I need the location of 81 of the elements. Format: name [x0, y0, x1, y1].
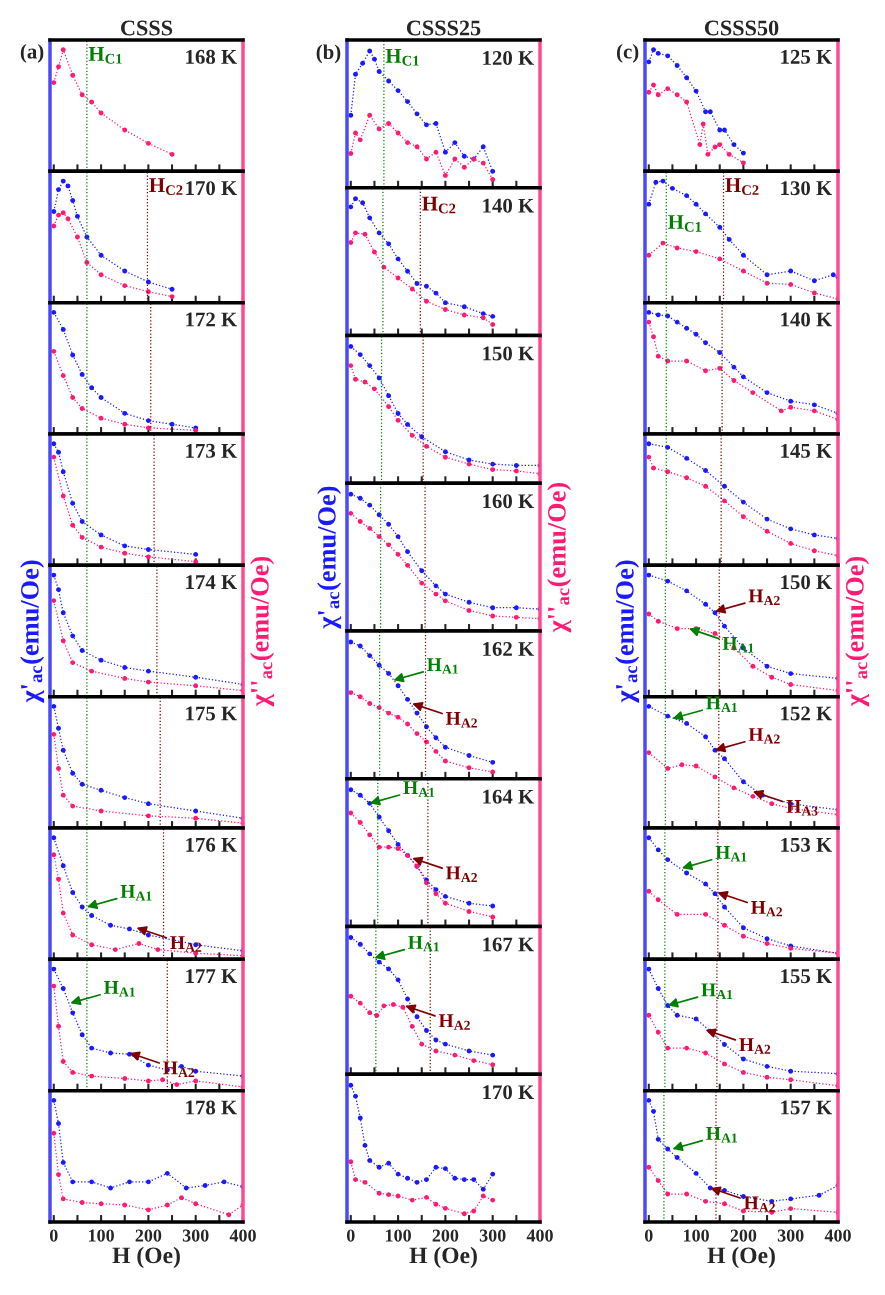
- annotation: H$_{A2}$: [751, 900, 783, 917]
- annotation: 120 K: [483, 50, 535, 65]
- annotation: 157 K: [781, 1100, 833, 1115]
- x-tick-label: 400: [526, 1229, 553, 1242]
- annotation: H$_{A2}$: [739, 1038, 771, 1054]
- y2-axis-title: χ''$_{ac}$(emu/Oe): [547, 483, 572, 633]
- x-axis-title: H (Oe): [707, 1246, 775, 1269]
- annotation: H$_{A1}$: [427, 658, 458, 674]
- chart-subtitle: (a): [20, 43, 44, 63]
- ref-line-label: H$_{C2}$: [149, 178, 183, 196]
- annotation: H$_{A1}$: [706, 1126, 737, 1143]
- annotation: 145 K: [781, 443, 833, 458]
- annotation: H$_{A1}$: [715, 846, 747, 862]
- annotation: 174 K: [186, 575, 238, 589]
- x-tick-label: 300: [479, 1229, 506, 1242]
- annotation: H$_{A2}$: [748, 728, 780, 744]
- chart-subtitle: (b): [316, 44, 341, 64]
- x-tick-label: 0: [346, 1229, 355, 1242]
- x-axis-title: H (Oe): [112, 1246, 180, 1269]
- annotation: 164 K: [483, 789, 535, 804]
- ref-line-label: H$_{C1}$: [88, 47, 122, 64]
- annotation: H$_{A1}$: [120, 885, 152, 901]
- y2-axis-title: χ''$_{ac}$(emu/Oe): [250, 556, 275, 707]
- chart-title: CSSS25: [406, 20, 481, 36]
- y2-axis-title: χ''$_{ac}$(emu/Oe): [845, 556, 870, 707]
- annotation: 168 K: [186, 49, 238, 64]
- x-tick-label: 200: [730, 1229, 757, 1242]
- annotation: H$_{A2}$: [170, 936, 202, 952]
- ref-line-label: H$_{C1}$: [385, 48, 419, 66]
- x-tick-label: 200: [135, 1229, 162, 1242]
- x-tick-label: 300: [777, 1229, 804, 1242]
- annotation: 130 K: [781, 181, 833, 196]
- annotation: H$_{A2}$: [163, 1061, 195, 1077]
- x-tick-label: 400: [229, 1229, 256, 1242]
- x-tick-label: 100: [88, 1229, 114, 1242]
- annotation: H$_{A1}$: [706, 696, 737, 712]
- y-axis-title: χ'$_{ac}$(emu/Oe): [317, 486, 342, 629]
- ref-line-label: H$_{C2}$: [725, 178, 759, 196]
- annotation: H$_{A2}$: [743, 1196, 775, 1212]
- x-tick-label: 100: [385, 1229, 411, 1242]
- x-tick-label: 200: [432, 1229, 459, 1242]
- annotation: 150 K: [781, 575, 833, 590]
- annotation: 170 K: [186, 181, 238, 196]
- annotation: 172 K: [186, 312, 238, 327]
- x-tick-label: 400: [824, 1229, 851, 1242]
- x-tick-label: 100: [683, 1229, 709, 1242]
- annotation: 162 K: [483, 642, 535, 656]
- annotation: H$_{A2}$: [445, 866, 477, 883]
- annotation: 160 K: [483, 494, 535, 509]
- annotation: 155 K: [781, 969, 833, 984]
- chart-title: CSSS50: [704, 20, 779, 36]
- annotation: H$_{A2}$: [748, 589, 780, 605]
- annotation: 175 K: [186, 706, 238, 721]
- y-axis-title: χ'$_{ac}$(emu/Oe): [615, 560, 640, 703]
- annotation: 176 K: [186, 837, 238, 852]
- annotation: 153 K: [781, 837, 833, 852]
- annotation: 177 K: [186, 969, 238, 983]
- annotation: H$_{A1}$: [408, 935, 439, 952]
- y-axis-title: χ'$_{ac}$(emu/Oe): [20, 560, 45, 703]
- annotation: 140 K: [781, 312, 833, 327]
- x-tick-label: 300: [182, 1229, 209, 1242]
- annotation: 167 K: [483, 937, 535, 952]
- annotation: H$_{A1}$: [403, 781, 435, 797]
- annotation: H$_{A1}$: [104, 981, 135, 997]
- annotation: 178 K: [186, 1100, 238, 1115]
- annotation: H$_{A1}$: [701, 983, 733, 999]
- annotation: 125 K: [781, 49, 833, 64]
- ref-line-label: H$_{C2}$: [422, 196, 456, 214]
- annotation: H$_{A2}$: [445, 712, 477, 728]
- ref-line-label: H$_{C1}$: [668, 215, 702, 232]
- annotation: 140 K: [483, 198, 535, 213]
- chart-subtitle: (c): [617, 43, 639, 63]
- annotation: 150 K: [483, 346, 535, 361]
- x-axis-title: H (Oe): [409, 1246, 477, 1269]
- annotation: 152 K: [781, 706, 833, 721]
- annotation: 173 K: [186, 443, 238, 458]
- annotation: H$_{A2}$: [438, 1014, 470, 1030]
- x-tick-label: 0: [49, 1229, 58, 1242]
- x-tick-label: 0: [644, 1229, 653, 1242]
- annotation: 170 K: [483, 1085, 535, 1100]
- chart-title: CSSS: [121, 20, 173, 36]
